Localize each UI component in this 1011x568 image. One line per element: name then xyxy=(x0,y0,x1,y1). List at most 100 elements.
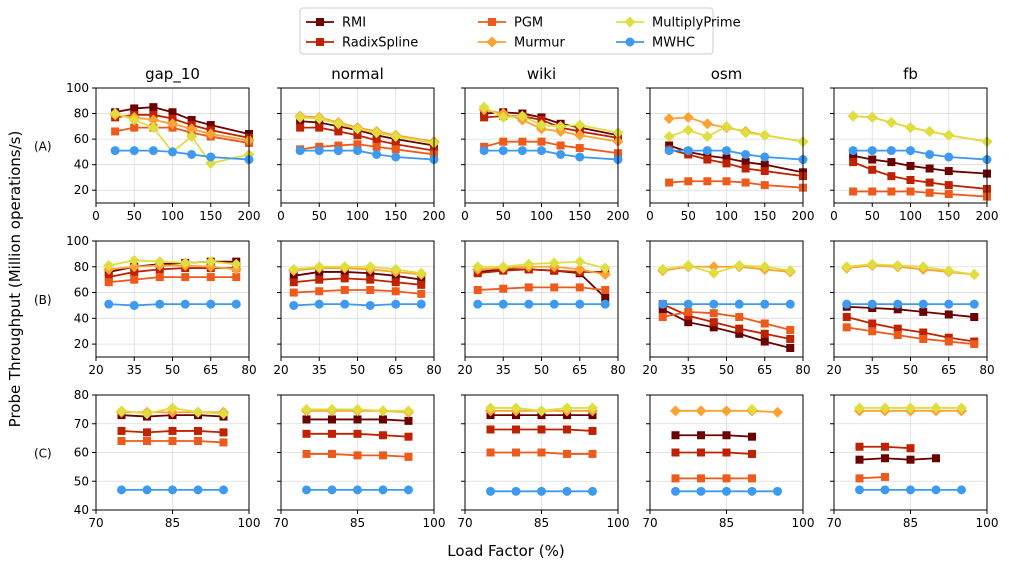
x-tick-label: 200 xyxy=(792,209,815,223)
x-tick-label: 70 xyxy=(642,516,657,530)
x-tick-label: 0 xyxy=(277,209,285,223)
data-point-pgm xyxy=(404,452,413,461)
series-mwhc xyxy=(104,299,241,310)
data-point-radixspline xyxy=(328,429,336,438)
data-point-pgm xyxy=(684,307,693,316)
y-tick-label: 100 xyxy=(66,234,89,248)
data-point-mwhc xyxy=(110,146,120,156)
data-point-multiplyprime xyxy=(390,131,402,143)
data-point-pgm xyxy=(697,474,705,483)
series-mwhc xyxy=(473,299,610,309)
x-tick-label: 20 xyxy=(457,363,472,377)
series-pgm xyxy=(842,323,979,349)
x-tick-label: 80 xyxy=(426,363,441,377)
data-point-murmur xyxy=(772,406,783,418)
series-radixspline xyxy=(117,426,228,437)
data-point-multiplyprime xyxy=(352,403,363,415)
y-tick-label: 60 xyxy=(74,132,89,146)
series-line-radixspline xyxy=(846,316,975,343)
y-tick-label: 70 xyxy=(74,417,89,431)
data-point-pgm xyxy=(143,437,151,445)
data-point-mwhc xyxy=(664,146,674,156)
data-point-multiplyprime xyxy=(924,125,936,137)
series-mwhc xyxy=(479,146,623,165)
legend-entry-multiplyprime: MultiplyPrime xyxy=(616,16,741,31)
legend-entry-rmi: RMI xyxy=(306,16,366,31)
legend-marker-pgm xyxy=(488,18,496,26)
data-point-mwhc xyxy=(671,486,680,496)
data-point-mwhc xyxy=(333,146,343,156)
data-point-radixspline xyxy=(296,123,305,132)
data-point-mwhc xyxy=(575,152,585,162)
series-line-pgm xyxy=(477,286,606,291)
x-tick-label: 35 xyxy=(127,363,142,377)
series-mwhc xyxy=(848,146,992,165)
series-radixspline xyxy=(289,274,426,289)
series-mwhc xyxy=(295,146,439,165)
data-point-multiplyprime xyxy=(561,402,573,414)
data-point-mwhc xyxy=(479,146,489,156)
data-point-pgm xyxy=(575,283,584,292)
x-tick-label: 100 xyxy=(976,516,999,530)
series-multiplyprime xyxy=(472,256,611,274)
data-point-rmi xyxy=(404,416,413,425)
data-point-pgm xyxy=(671,474,680,483)
data-point-rmi xyxy=(748,432,756,441)
legend: RMI RadixSpline PGM Murmur MultiplyPrime MWHC xyxy=(299,7,741,55)
panel-a-wiki: 0 50 100 150 200 xyxy=(461,87,629,223)
series-line-rmi xyxy=(662,308,791,349)
series-multiplyprime xyxy=(288,261,427,279)
series-mwhc xyxy=(117,485,228,495)
data-point-multiplyprime xyxy=(733,259,745,271)
data-point-radixspline xyxy=(379,431,387,440)
data-point-mwhc xyxy=(855,485,864,495)
data-point-mwhc xyxy=(391,152,401,162)
data-point-multiplyprime xyxy=(555,120,567,132)
x-tick-label: 100 xyxy=(346,209,369,223)
data-point-mwhc xyxy=(295,146,305,156)
data-point-murmur xyxy=(695,405,707,417)
x-tick-label: 200 xyxy=(976,209,999,223)
data-point-multiplyprime xyxy=(403,405,414,417)
data-point-radixspline xyxy=(697,448,705,457)
data-point-rmi xyxy=(658,305,667,314)
data-point-mwhc xyxy=(327,485,337,495)
data-point-multiplyprime xyxy=(116,405,127,417)
panel-c-osm: 70 85 100 xyxy=(642,394,814,530)
data-point-mwhc xyxy=(556,149,566,159)
data-point-rmi xyxy=(849,151,858,160)
data-point-multiplyprime xyxy=(364,261,376,273)
panel-a-gap-10: 0 50 100 150 200 20 40 60 80 100 xyxy=(66,81,260,223)
data-point-mwhc xyxy=(340,299,350,309)
data-point-mwhc xyxy=(148,146,158,156)
data-point-multiplyprime xyxy=(708,267,720,279)
data-point-multiplyprime xyxy=(339,261,351,273)
x-tick-label: 50 xyxy=(496,209,511,223)
legend-frame xyxy=(299,7,714,55)
data-point-mwhc xyxy=(760,299,770,309)
data-point-rmi xyxy=(722,431,731,440)
data-point-mwhc xyxy=(537,146,546,156)
x-tick-label: 85 xyxy=(165,516,180,530)
data-point-pgm xyxy=(111,127,120,136)
series-pgm xyxy=(486,448,597,458)
data-point-multiplyprime xyxy=(536,405,547,417)
data-point-pgm xyxy=(887,187,896,196)
data-point-pgm xyxy=(340,285,349,294)
data-point-mwhc xyxy=(683,299,693,309)
x-tick-label: 100 xyxy=(238,516,261,530)
data-point-pgm xyxy=(748,474,756,483)
x-tick-label: 50 xyxy=(534,363,549,377)
data-point-multiplyprime xyxy=(154,256,166,268)
data-point-pgm xyxy=(556,141,565,150)
data-point-multiplyprime xyxy=(523,258,535,270)
data-point-mwhc xyxy=(314,146,324,156)
series-mwhc xyxy=(302,485,413,495)
data-point-radixspline xyxy=(486,425,495,434)
x-tick-label: 80 xyxy=(979,363,994,377)
data-point-pgm xyxy=(709,309,718,318)
panel-b-gap-10: 20 35 50 65 80 20 40 60 80 100 xyxy=(66,234,257,377)
data-point-pgm xyxy=(537,448,546,457)
data-point-mwhc xyxy=(683,146,693,156)
series-radixspline xyxy=(486,425,597,435)
